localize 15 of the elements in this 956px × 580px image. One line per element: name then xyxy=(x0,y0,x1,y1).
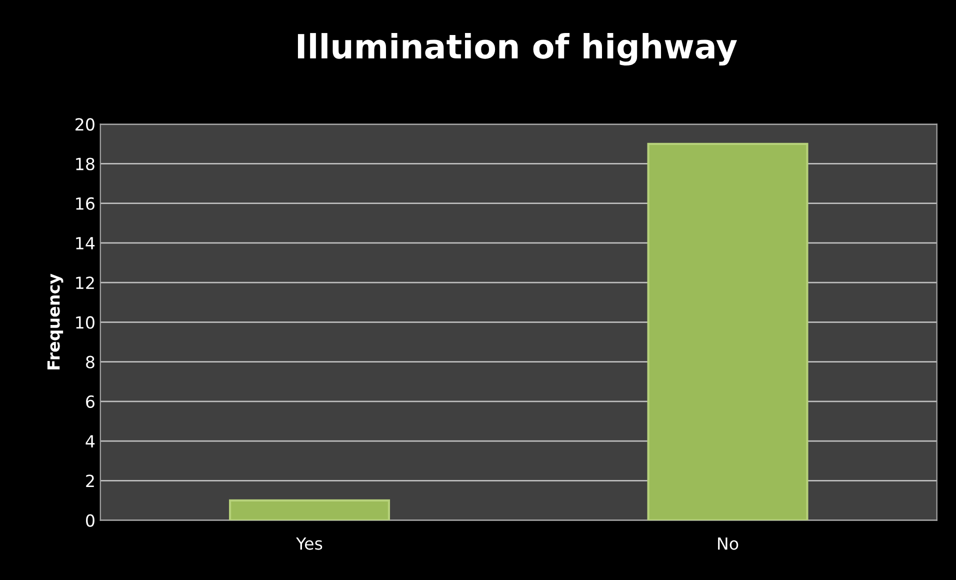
y-tick-label: 16 xyxy=(76,197,94,210)
y-tick-label: 4 xyxy=(86,435,95,448)
y-tick-label: 20 xyxy=(76,118,94,131)
y-tick-label: 10 xyxy=(76,316,94,329)
y-axis-title: Frequency xyxy=(47,274,64,370)
y-tick-label: 18 xyxy=(76,158,94,170)
y-tick-label: 6 xyxy=(86,395,94,408)
y-tick-label: 0 xyxy=(86,514,94,527)
x-tick-label: Yes xyxy=(296,537,322,550)
y-tick-label: 2 xyxy=(86,474,94,487)
y-tick-label: 14 xyxy=(76,237,95,250)
y-tick-label: 8 xyxy=(86,356,94,368)
x-tick-label: No xyxy=(718,537,738,550)
chart-title: Illumination of highway xyxy=(298,33,737,66)
y-tick-label: 12 xyxy=(76,276,94,289)
